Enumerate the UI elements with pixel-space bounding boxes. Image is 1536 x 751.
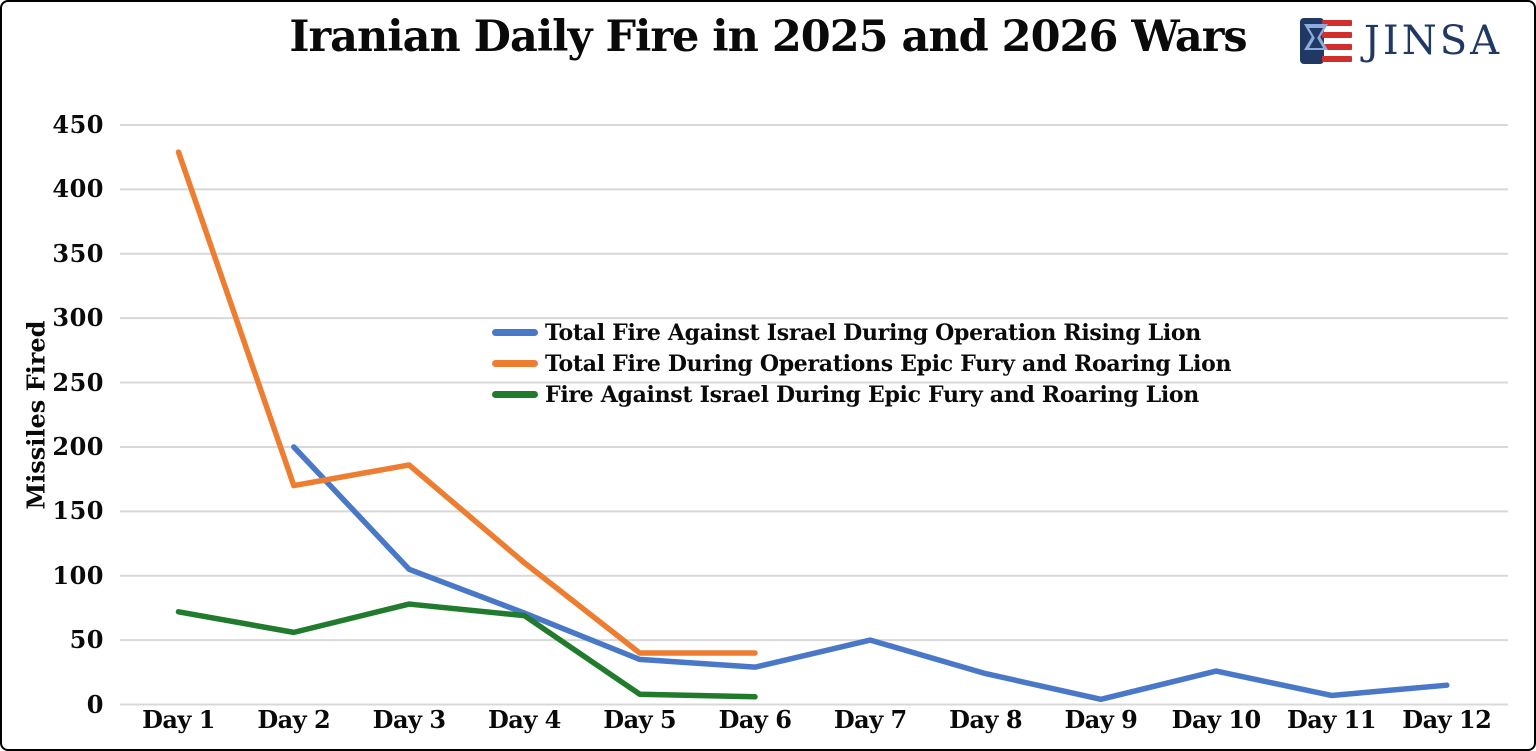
legend-item-operation-rising-lion: Total Fire Against Israel During Operati… (492, 317, 1231, 348)
jinsa-logo: JINSA (1299, 18, 1502, 64)
legend-label-epic-fury-roaring-lion-total: Total Fire During Operations Epic Fury a… (545, 350, 1232, 377)
x-label-day-5: Day 5 (603, 705, 677, 734)
y-tick-100: 100 (52, 560, 104, 590)
x-label-day-9: Day 9 (1064, 705, 1138, 734)
y-tick-150: 150 (52, 496, 104, 526)
x-label-day-6: Day 6 (718, 705, 792, 734)
y-axis-title: Missiles Fired (21, 320, 51, 510)
legend-label-epic-fury-roaring-lion-israel: Fire Against Israel During Epic Fury and… (545, 381, 1199, 408)
star-of-david-icon (1301, 24, 1331, 56)
legend-label-operation-rising-lion: Total Fire Against Israel During Operati… (545, 319, 1201, 346)
y-tick-50: 50 (69, 625, 104, 655)
legend-swatch-epic-fury-roaring-lion-israel (492, 391, 538, 398)
x-label-day-12: Day 12 (1402, 705, 1492, 734)
x-label-day-3: Day 3 (372, 705, 446, 734)
y-tick-200: 200 (52, 431, 104, 461)
x-label-day-1: Day 1 (142, 705, 215, 734)
legend-swatch-operation-rising-lion (492, 329, 538, 336)
y-tick-350: 350 (52, 238, 104, 268)
jinsa-logo-text: JINSA (1363, 18, 1502, 64)
y-tick-300: 300 (52, 303, 104, 333)
x-label-day-4: Day 4 (487, 705, 561, 734)
logo-stripe (1321, 56, 1352, 62)
legend-item-epic-fury-roaring-lion-israel: Fire Against Israel During Epic Fury and… (492, 379, 1231, 410)
logo-stripe (1321, 44, 1352, 50)
legend: Total Fire Against Israel During Operati… (492, 317, 1231, 410)
logo-stripe (1321, 20, 1352, 26)
y-tick-250: 250 (52, 367, 104, 397)
legend-swatch-epic-fury-roaring-lion-total (492, 360, 538, 367)
x-label-day-7: Day 7 (833, 705, 907, 734)
x-label-day-11: Day 11 (1286, 705, 1377, 734)
x-label-day-2: Day 2 (257, 705, 331, 734)
x-label-day-10: Day 10 (1171, 705, 1262, 734)
y-tick-450: 450 (52, 110, 104, 139)
y-tick-400: 400 (52, 174, 104, 204)
x-label-day-8: Day 8 (949, 705, 1023, 734)
legend-item-epic-fury-roaring-lion-total: Total Fire During Operations Epic Fury a… (492, 348, 1231, 379)
line-operation-rising-lion (291, 444, 1450, 703)
jinsa-logo-icon (1299, 18, 1354, 64)
logo-stripe (1321, 32, 1352, 38)
logo-stripes (1321, 20, 1352, 62)
chart-title: Iranian Daily Fire in 2025 and 2026 Wars (289, 12, 1247, 62)
y-tick-0: 0 (86, 689, 104, 719)
star-triangle-inner (1308, 28, 1323, 40)
line-epic-fury-roaring-lion-total (175, 149, 758, 656)
line-epic-fury-roaring-lion-israel (175, 601, 758, 700)
